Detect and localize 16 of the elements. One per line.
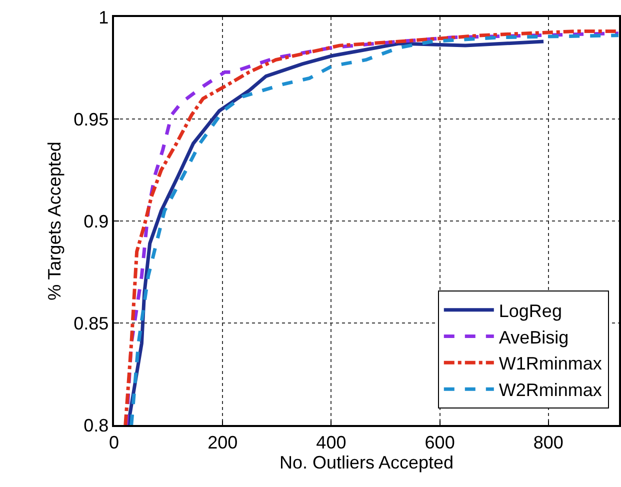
y-tick-label: 0.85 — [74, 313, 109, 334]
y-axis-title: % Targets Accepted — [44, 142, 64, 300]
x-axis-title: No. Outliers Accepted — [279, 452, 454, 472]
legend-label: AveBisig — [498, 327, 569, 348]
x-tick-label: 0 — [108, 432, 120, 452]
legend-label: W2Rminmax — [498, 380, 602, 400]
x-tick-label: 800 — [533, 432, 564, 452]
y-tick-label: 0.95 — [74, 109, 109, 130]
legend-label: W1Rminmax — [498, 354, 602, 374]
legend-label: LogReg — [498, 300, 562, 321]
y-tick-label: 0.8 — [84, 415, 109, 436]
y-tick-label: 0.9 — [84, 211, 109, 232]
y-tick-label: 1 — [98, 7, 109, 28]
x-tick-label: 400 — [316, 432, 346, 452]
x-tick-label: 600 — [424, 432, 455, 452]
x-tick-label: 200 — [208, 432, 238, 452]
